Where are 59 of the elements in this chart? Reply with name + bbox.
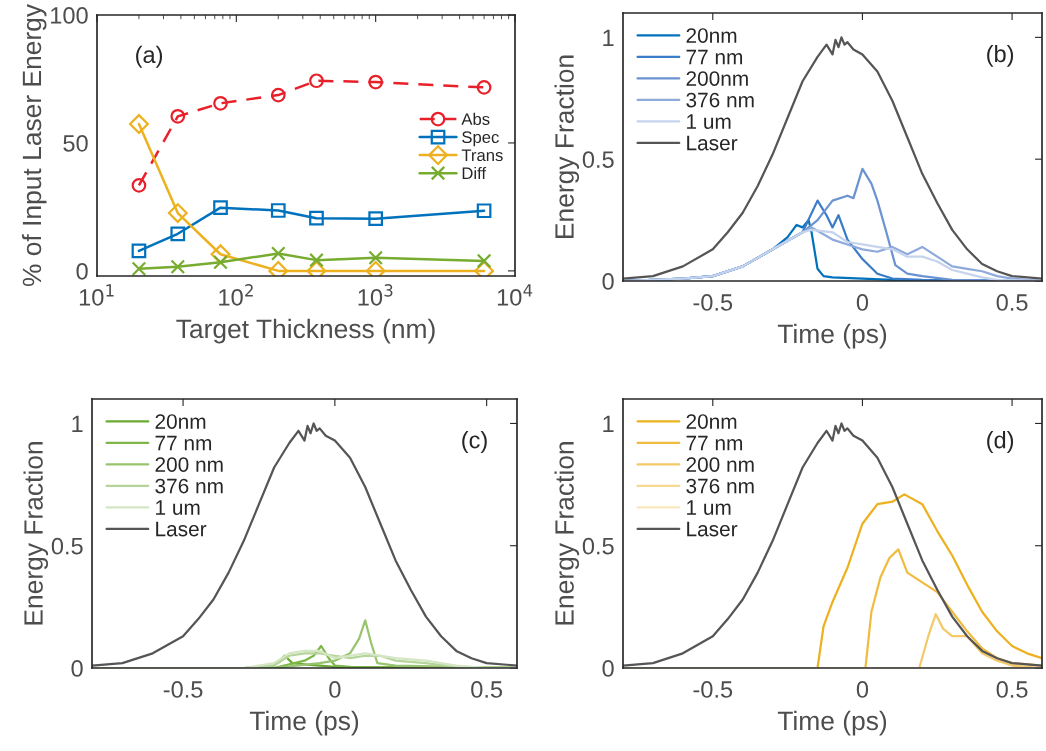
- legend-label: 200 nm: [155, 457, 223, 472]
- annotation: (b): [987, 44, 1014, 67]
- legend-label: Abs: [461, 112, 490, 126]
- y-tick-label: 50: [63, 135, 88, 152]
- legend-label: Laser: [156, 521, 207, 537]
- legend-label: 376 nm: [686, 92, 754, 108]
- legend-label: Diff: [462, 166, 487, 179]
- y-axis-title: Energy Fraction: [554, 442, 580, 625]
- legend-label: 376 nm: [155, 478, 223, 494]
- x-tick-label: 0.5: [996, 681, 1028, 698]
- legend-label: Laser: [687, 135, 738, 151]
- y-tick-label: 0: [602, 660, 614, 677]
- y-axis-title: Energy Fraction: [554, 55, 580, 238]
- legend-label: 200nm: [686, 71, 748, 86]
- x-tick-label: -0.5: [693, 681, 733, 698]
- x-axis-title: Time (ps): [249, 710, 359, 736]
- annotation: (d): [987, 431, 1014, 454]
- legend-label: 376 nm: [686, 478, 754, 494]
- x-tick-label: 10$^{3}$: [358, 284, 393, 306]
- legend-label: 77 nm: [155, 435, 212, 451]
- x-tick-label: 10$^{2}$: [219, 284, 253, 306]
- legend-label: Laser: [687, 521, 738, 537]
- x-tick-label: -0.5: [693, 294, 733, 311]
- x-axis-title: Target Thickness (nm): [176, 318, 435, 344]
- legend-label: 1 um: [687, 500, 731, 515]
- x-tick-label: 0: [329, 681, 341, 698]
- y-tick-label: 100: [51, 7, 88, 24]
- x-axis-title: Time (ps): [777, 710, 887, 736]
- legend-label: 20nm: [686, 28, 737, 43]
- x-tick-label: 0: [856, 294, 869, 311]
- y-tick-label: 0: [76, 262, 88, 280]
- y-tick-label: 0.5: [582, 151, 614, 168]
- y-tick-label: 0.5: [582, 537, 614, 555]
- y-tick-label: 0.5: [51, 537, 83, 555]
- legend-label: 1 um: [687, 114, 731, 129]
- x-tick-label: 10$^{4}$: [497, 284, 533, 306]
- y-axis-title: Energy Fraction: [23, 442, 49, 625]
- legend-label: 200 nm: [686, 457, 754, 472]
- y-axis-title: % of Input Laser Energy: [21, 3, 47, 287]
- legend-label: Spec: [462, 131, 499, 147]
- x-tick-label: -0.5: [163, 681, 203, 698]
- x-axis-title: Time (ps): [777, 323, 887, 349]
- annotation: (a): [136, 45, 163, 68]
- legend-label: 20nm: [686, 414, 737, 429]
- y-tick-label: 1: [603, 29, 614, 46]
- y-tick-label: 1: [72, 415, 83, 433]
- legend-label: 77 nm: [686, 49, 743, 65]
- legend-label: 1 um: [156, 500, 200, 515]
- y-tick-label: 1: [603, 415, 614, 433]
- y-tick-label: 0: [602, 273, 614, 290]
- x-tick-label: 0.5: [996, 294, 1028, 311]
- legend-label: 77 nm: [686, 435, 743, 451]
- annotation: (c): [462, 431, 487, 454]
- y-tick-label: 0: [71, 660, 83, 677]
- x-tick-label: 0.5: [471, 681, 503, 698]
- x-tick-label: 10$^{1}$: [79, 284, 114, 306]
- legend-label: 20nm: [155, 414, 206, 429]
- legend-label: Trans: [461, 149, 503, 162]
- x-tick-label: 0: [856, 681, 869, 698]
